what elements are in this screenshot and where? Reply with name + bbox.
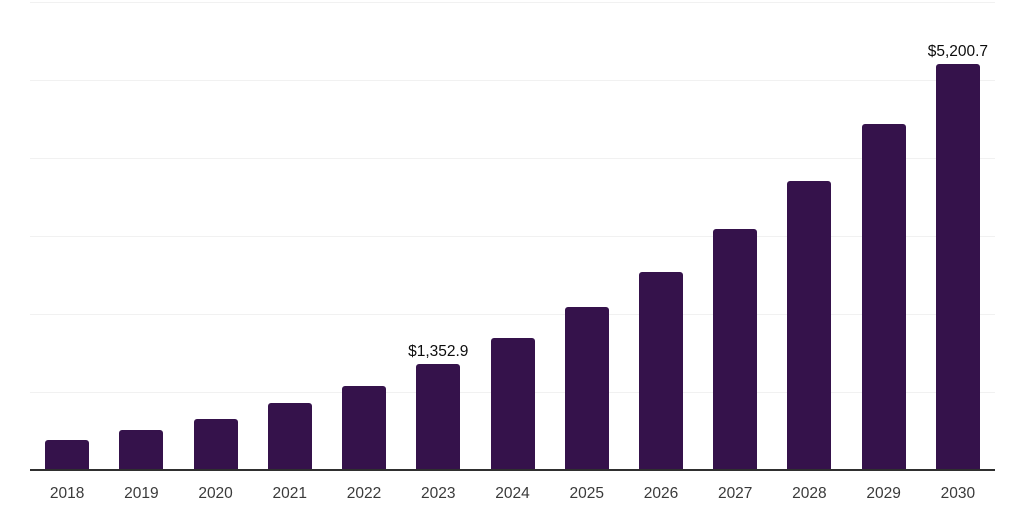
x-tick-2022: 2022 bbox=[346, 485, 382, 502]
bar-2019 bbox=[119, 429, 164, 470]
gridline bbox=[30, 2, 995, 3]
gridline bbox=[30, 158, 995, 159]
x-tick-2023: 2023 bbox=[421, 485, 456, 502]
bar-2025 bbox=[564, 306, 609, 470]
x-tick-2025: 2025 bbox=[569, 485, 604, 502]
data-label-2030: $5,200.7 bbox=[927, 43, 989, 61]
x-tick-2030: 2030 bbox=[940, 485, 976, 502]
bar-2021 bbox=[267, 402, 312, 470]
gridline bbox=[30, 236, 995, 237]
x-axis-line bbox=[30, 469, 995, 471]
bar-2023 bbox=[416, 364, 461, 470]
bar-2018 bbox=[45, 439, 90, 470]
data-label-2023: $1,352.9 bbox=[408, 343, 469, 361]
x-tick-2027: 2027 bbox=[717, 485, 753, 502]
bar-2022 bbox=[342, 385, 387, 470]
x-tick-2019: 2019 bbox=[124, 485, 159, 502]
bar-2029 bbox=[861, 123, 906, 470]
x-tick-2024: 2024 bbox=[495, 485, 530, 502]
x-tick-2026: 2026 bbox=[643, 485, 679, 502]
gridline bbox=[30, 80, 995, 81]
bar-2028 bbox=[787, 181, 832, 470]
bar-2030 bbox=[935, 64, 980, 470]
x-tick-2020: 2020 bbox=[198, 485, 233, 502]
bar-2026 bbox=[638, 272, 683, 470]
x-tick-2029: 2029 bbox=[866, 485, 901, 502]
x-tick-2018: 2018 bbox=[49, 485, 85, 502]
bar-2024 bbox=[490, 338, 535, 470]
bar-2027 bbox=[713, 228, 758, 470]
x-tick-2028: 2028 bbox=[792, 485, 827, 502]
x-tick-2021: 2021 bbox=[272, 485, 308, 502]
bar-2020 bbox=[193, 418, 238, 470]
gridline bbox=[30, 314, 995, 315]
